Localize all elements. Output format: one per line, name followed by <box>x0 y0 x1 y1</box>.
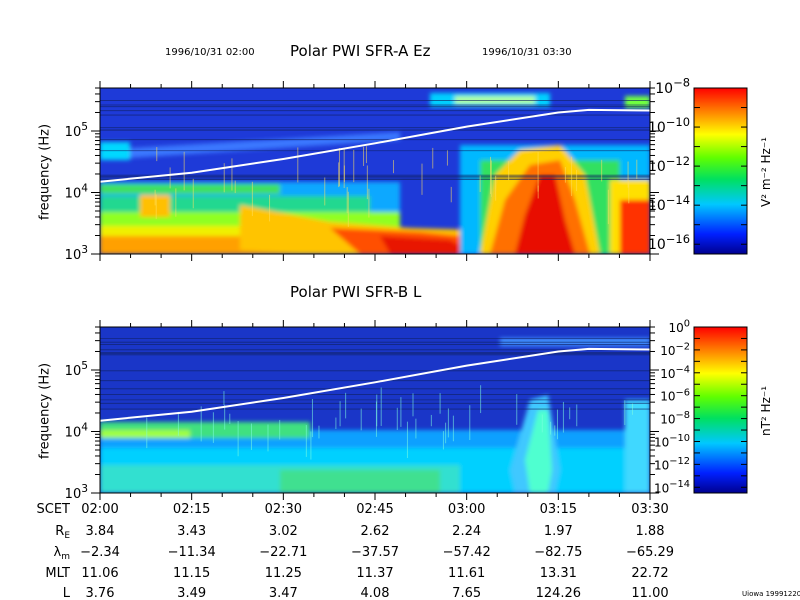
ephemeris-row-label: MLT <box>45 566 70 581</box>
panel-a-spectrogram <box>100 88 650 254</box>
ephemeris-cell: 1.88 <box>635 524 665 539</box>
ephemeris-row-label: λm <box>53 545 70 562</box>
ephemeris-row-label: L <box>62 586 70 600</box>
ephemeris-cell: 3.84 <box>85 524 115 539</box>
ephemeris-cell: 2.24 <box>452 524 482 539</box>
ephemeris-cell: −11.34 <box>167 545 216 560</box>
ephemeris-cell: 3.02 <box>268 524 298 539</box>
ephemeris-cell: 2.62 <box>360 524 390 539</box>
colorbar-tick-label: 10−4 <box>660 364 690 380</box>
ephemeris-cell: 7.65 <box>452 586 482 600</box>
colorbar-a <box>693 87 748 255</box>
colorbar-tick-label: 10−16 <box>648 232 690 253</box>
corner-stamp: Uiowa 19991220 <box>742 590 800 598</box>
start-time-stamp: 1996/10/31 02:00 <box>165 47 255 58</box>
colorbar-tick-label: 10−8 <box>660 410 690 426</box>
ephemeris-cell: 124.26 <box>535 586 582 600</box>
ephemeris-cell: 3.76 <box>85 586 115 600</box>
y-tick-label: 105 <box>65 120 88 140</box>
ephemeris-cell: 1.97 <box>543 524 573 539</box>
y-tick-label: 103 <box>65 243 88 263</box>
ephemeris-cell: 11.15 <box>173 566 211 581</box>
colorbar-tick-label: 10−14 <box>654 479 690 495</box>
ephemeris-cell: 4.08 <box>360 586 390 600</box>
panel-a-overlay-line <box>100 108 650 183</box>
colorbar-tick-label: 100 <box>668 319 690 335</box>
ephemeris-cell: 02:00 <box>81 502 119 517</box>
ephemeris-cell: −65.29 <box>625 545 675 560</box>
ephemeris-cell: 11.61 <box>448 566 486 581</box>
ephemeris-cell: 13.31 <box>539 566 577 581</box>
ephemeris-row-label: RE <box>55 524 70 541</box>
colorbar-b <box>693 326 748 494</box>
colorbar-tick-label: 10−10 <box>648 115 690 136</box>
panel-b-spectrogram <box>100 327 650 493</box>
end-time-stamp: 1996/10/31 03:30 <box>482 47 572 58</box>
y-tick-label: 104 <box>65 421 89 441</box>
colorbar-tick-label: 10−6 <box>660 387 690 403</box>
y-tick-label: 104 <box>65 182 89 202</box>
colorbar-tick-label: 10−12 <box>648 154 690 175</box>
colorbar-tick-label: 10−14 <box>648 193 690 214</box>
colorbar-tick-label: 10−2 <box>660 341 690 357</box>
ephemeris-cell: −82.75 <box>534 545 583 560</box>
ephemeris-cell: −37.57 <box>350 545 400 560</box>
colorbar-tick-label: 10−8 <box>655 76 690 97</box>
ephemeris-cell: 11.00 <box>631 586 669 600</box>
ephemeris-cell: 3.43 <box>177 524 207 539</box>
ephemeris-cell: 3.47 <box>268 586 298 600</box>
ephemeris-cell: −22.71 <box>259 545 308 560</box>
panel-b-overlay-line <box>100 347 650 422</box>
ephemeris-cell: 03:15 <box>539 502 578 517</box>
ephemeris-cell: 02:45 <box>356 502 394 517</box>
ephemeris-cell: 22.72 <box>631 566 669 581</box>
ephemeris-row-label: SCET <box>36 502 70 517</box>
ephemeris-cell: 03:00 <box>447 502 486 517</box>
y-tick-label: 103 <box>65 482 88 502</box>
ephemeris-cell: 02:30 <box>264 502 303 517</box>
ephemeris-cell: −2.34 <box>80 545 120 560</box>
ephemeris-cell: 11.37 <box>356 566 394 581</box>
ephemeris-cell: 3.49 <box>177 586 207 600</box>
colorbar-tick-label: 10−10 <box>654 433 690 449</box>
panel-b-title: Polar PWI SFR-B L <box>290 283 422 301</box>
ephemeris-cell: 02:15 <box>172 502 211 517</box>
y-tick-label: 105 <box>65 359 88 379</box>
panel-a-title: Polar PWI SFR-A Ez <box>290 42 431 60</box>
ephemeris-cell: −57.42 <box>442 545 491 560</box>
ephemeris-cell: 03:30 <box>631 502 669 517</box>
ephemeris-cell: 11.25 <box>264 566 302 581</box>
ephemeris-cell: 11.06 <box>81 566 119 581</box>
colorbar-tick-label: 10−12 <box>654 456 690 472</box>
